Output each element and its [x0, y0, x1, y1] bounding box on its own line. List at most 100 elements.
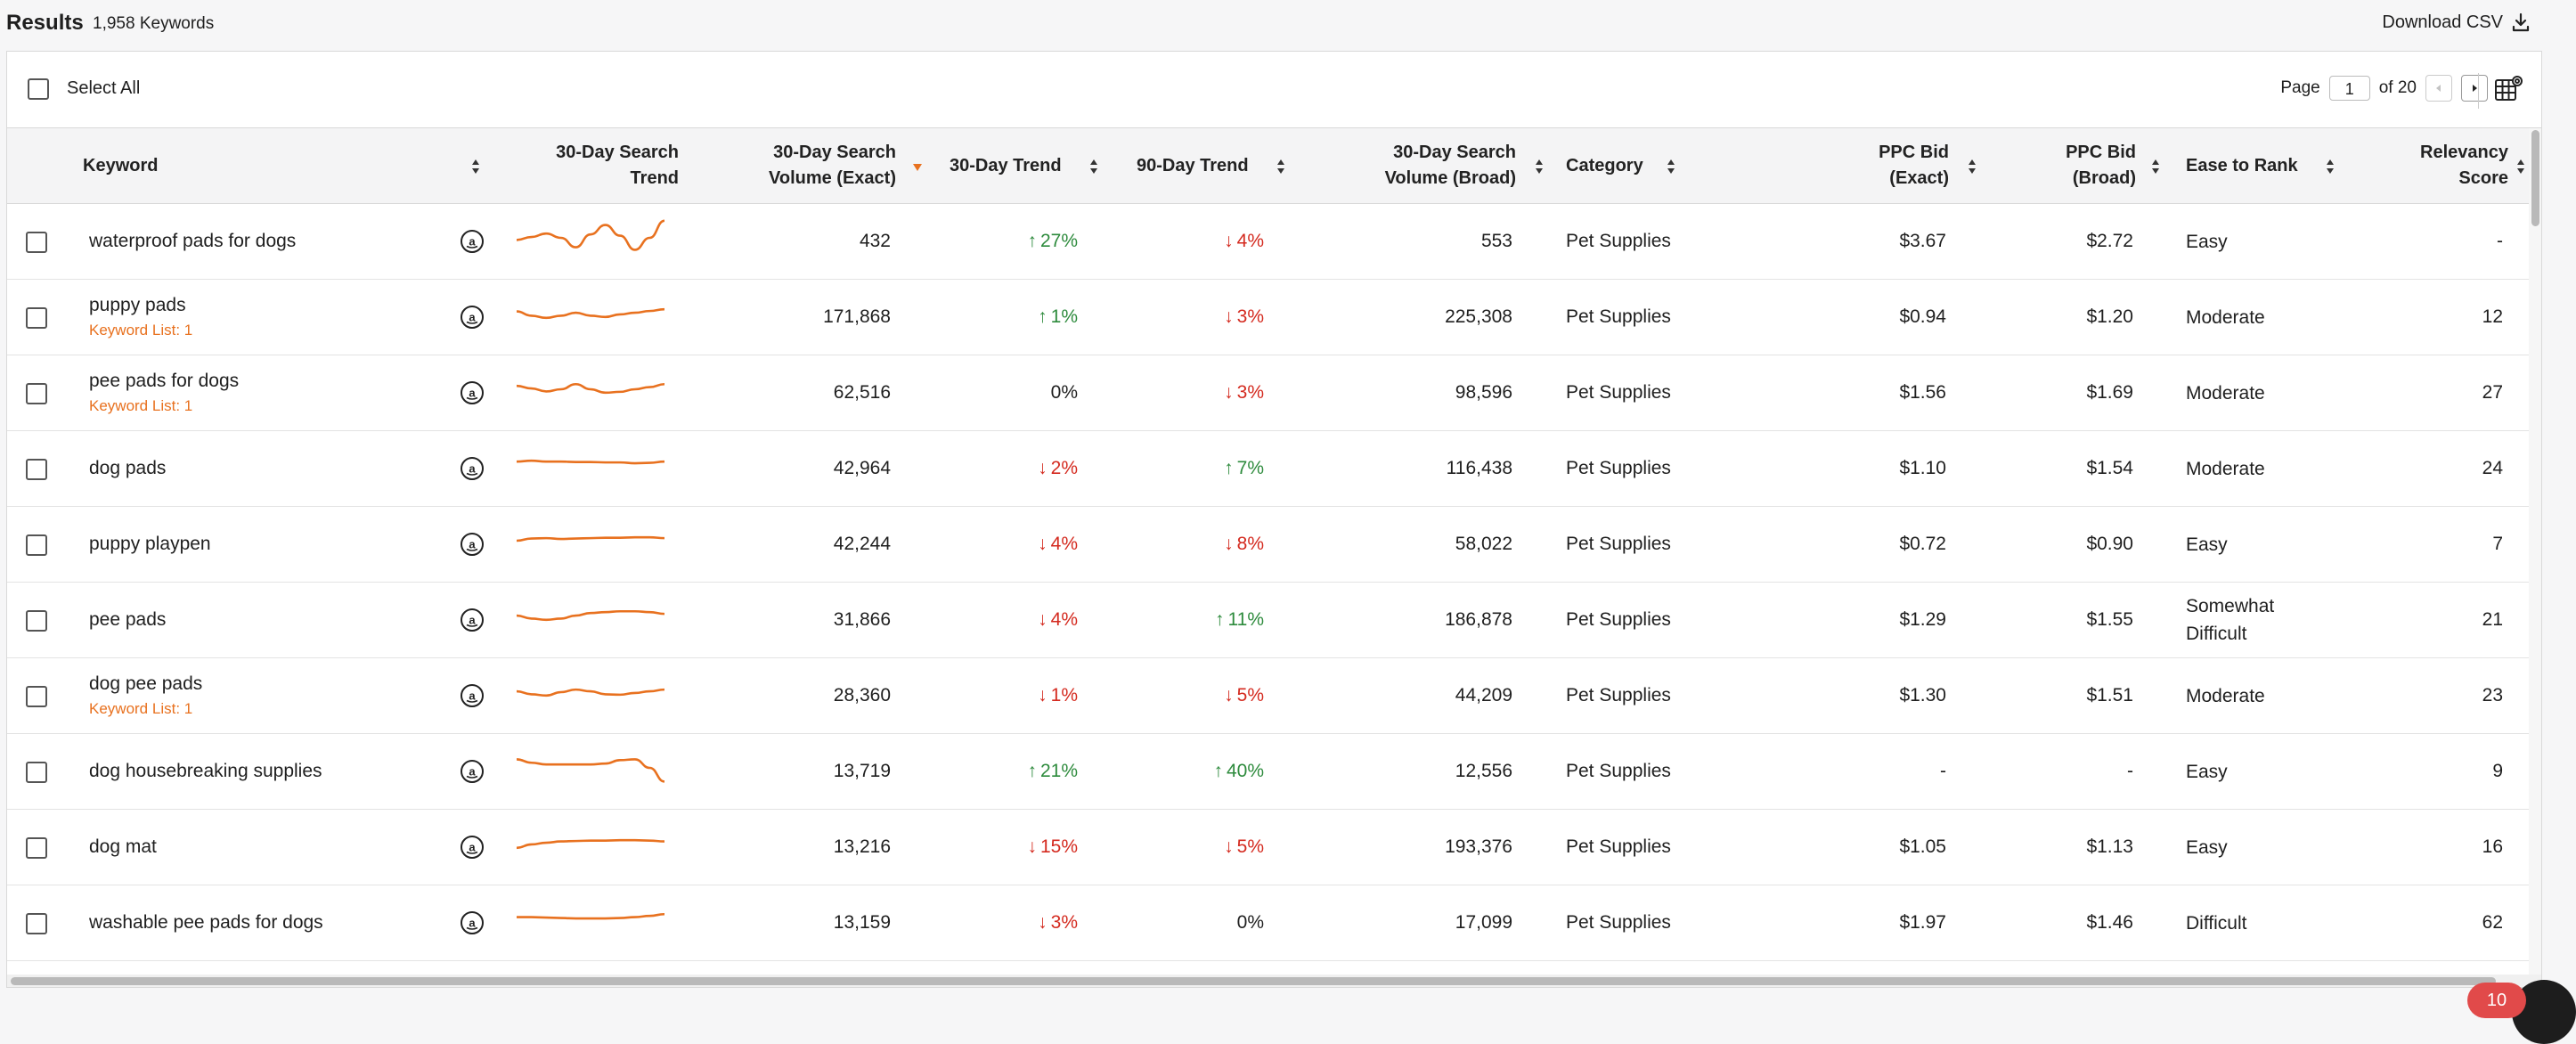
sort-trend90-icon[interactable]: [1276, 158, 1286, 175]
table-row[interactable]: dog mat a 13,216 ↓ 15% ↓ 5% 193,376 Pet Supplies…: [7, 810, 2541, 885]
amazon-search-icon[interactable]: a: [460, 683, 485, 708]
download-csv-button[interactable]: Download CSV: [2382, 12, 2531, 33]
sort-ppc-exact-icon[interactable]: [1967, 158, 1977, 175]
keyword-text[interactable]: dog housebreaking supplies: [89, 761, 322, 781]
volume-exact-cell: 13,216: [833, 836, 891, 857]
page-number-input[interactable]: 1: [2328, 76, 2370, 101]
row-checkbox[interactable]: [26, 459, 47, 480]
ppc-exact-cell: $0.94: [1899, 306, 1946, 327]
keyword-text[interactable]: puppy playpen: [89, 534, 211, 554]
select-all-checkbox[interactable]: [28, 78, 49, 100]
table-row[interactable]: washable pee pads for dogs a 13,159 ↓ 3% 0% 17…: [7, 885, 2541, 961]
sort-category-icon[interactable]: [1666, 158, 1676, 175]
ppc-exact-cell: $1.97: [1899, 912, 1946, 933]
ppc-exact-cell: -: [1940, 761, 1946, 781]
trend90-cell-value: 8%: [1236, 534, 1264, 554]
col-trend30[interactable]: 30-Day Trend: [950, 128, 1092, 203]
ppc-broad-cell: $2.72: [2086, 231, 2133, 251]
row-checkbox[interactable]: [26, 686, 47, 707]
next-page-button[interactable]: [2461, 75, 2488, 102]
sort-volume-broad-icon[interactable]: [1534, 158, 1545, 175]
trend90-cell-value: 40%: [1226, 761, 1264, 781]
sort-ppc-broad-icon[interactable]: [2150, 158, 2161, 175]
col-relevancy[interactable]: Relevancy Score: [2394, 128, 2508, 203]
select-all-label: Select All: [67, 78, 141, 98]
trend30-cell: ↓ 4%: [950, 583, 1078, 657]
col-ppc-exact[interactable]: PPC Bid (Exact): [1860, 128, 1949, 203]
row-checkbox[interactable]: [26, 610, 47, 632]
keyword-text[interactable]: washable pee pads for dogs: [89, 912, 323, 933]
keyword-list-tag[interactable]: Keyword List: 1: [89, 397, 193, 414]
horizontal-scrollbar[interactable]: [7, 975, 2541, 987]
relevancy-cell: 9: [2492, 761, 2503, 781]
col-category[interactable]: Category: [1566, 128, 1664, 203]
table-row[interactable]: pee pads for dogs Keyword List: 1 a 62,516 0…: [7, 355, 2541, 431]
prev-page-button[interactable]: [2425, 75, 2452, 102]
keyword-text[interactable]: waterproof pads for dogs: [89, 231, 297, 251]
keyword-cell: washable pee pads for dogs: [89, 885, 323, 960]
table-row[interactable]: puppy playpen a 42,244 ↓ 4% ↓ 8% 58,022 Pet Supp…: [7, 507, 2541, 583]
trend90-cell: ↑ 7%: [1137, 431, 1264, 506]
row-checkbox[interactable]: [26, 232, 47, 253]
amazon-search-icon[interactable]: a: [460, 608, 485, 632]
trend30-cell-value: 1%: [1050, 685, 1078, 706]
keyword-text[interactable]: pee pads: [89, 609, 167, 630]
relevancy-cell: 16: [2482, 836, 2503, 857]
col-ease[interactable]: Ease to Rank: [2186, 128, 2319, 203]
amazon-search-icon[interactable]: a: [460, 305, 485, 330]
ppc-exact-cell: $1.56: [1899, 382, 1946, 403]
table-row[interactable]: dog housebreaking supplies a 13,719 ↑ 21% ↑ 40…: [7, 734, 2541, 810]
vertical-scroll-thumb[interactable]: [2531, 130, 2539, 226]
table-row[interactable]: pee pads a 31,866 ↓ 4% ↑ 11% 186,878 Pet Supplie…: [7, 583, 2541, 658]
volume-broad-cell: 44,209: [1455, 685, 1512, 706]
ppc-exact-cell: $0.72: [1899, 534, 1946, 554]
table-row[interactable]: dog pads a 42,964 ↓ 2% ↑ 7% 116,438 Pet Supplies…: [7, 431, 2541, 507]
amazon-search-icon[interactable]: a: [460, 532, 485, 557]
col-search-trend[interactable]: 30-Day Search Trend: [515, 128, 679, 203]
sort-keyword-icon[interactable]: [470, 158, 481, 175]
volume-exact-cell: 42,244: [833, 534, 891, 554]
keyword-text[interactable]: dog mat: [89, 836, 157, 857]
sort-trend30-icon[interactable]: [1088, 158, 1099, 175]
row-checkbox[interactable]: [26, 837, 47, 859]
column-settings-button[interactable]: [2493, 73, 2529, 109]
col-trend90[interactable]: 90-Day Trend: [1137, 128, 1279, 203]
row-checkbox[interactable]: [26, 534, 47, 556]
col-volume-exact-line1: 30-Day Search: [773, 143, 896, 162]
vertical-scrollbar[interactable]: [2529, 128, 2541, 975]
sort-relevancy-icon[interactable]: [2515, 158, 2526, 175]
amazon-search-icon[interactable]: a: [460, 229, 485, 254]
amazon-search-icon[interactable]: a: [460, 835, 485, 860]
trend30-cell-value: 3%: [1050, 912, 1078, 933]
ease-to-rank-cell: Moderate: [2186, 458, 2265, 479]
col-volume-exact[interactable]: 30-Day Search Volume (Exact): [720, 128, 896, 203]
row-checkbox[interactable]: [26, 383, 47, 404]
keyword-text[interactable]: pee pads for dogs: [89, 371, 240, 391]
amazon-search-icon[interactable]: a: [460, 910, 485, 935]
keyword-text[interactable]: puppy pads: [89, 295, 186, 315]
col-ppc-broad[interactable]: PPC Bid (Broad): [2047, 128, 2136, 203]
relevancy-cell: 21: [2482, 609, 2503, 630]
row-checkbox[interactable]: [26, 307, 47, 329]
amazon-search-icon[interactable]: a: [460, 759, 485, 784]
sort-desc-icon[interactable]: [912, 162, 923, 180]
sort-ease-icon[interactable]: [2325, 158, 2336, 175]
col-keyword[interactable]: Keyword: [83, 128, 350, 203]
amazon-search-icon[interactable]: a: [460, 380, 485, 405]
table-row[interactable]: puppy pads Keyword List: 1 a 171,868 ↑ 1% ↓ 3% 2…: [7, 280, 2541, 355]
row-checkbox[interactable]: [26, 913, 47, 934]
table-row[interactable]: waterproof pads for dogs a 432 ↑ 27% ↓ 4% 553 Pe…: [7, 204, 2541, 280]
keyword-text[interactable]: dog pee pads: [89, 673, 203, 694]
row-checkbox[interactable]: [26, 762, 47, 783]
notification-badge[interactable]: 10: [2467, 983, 2526, 1018]
amazon-search-icon[interactable]: a: [460, 456, 485, 481]
keyword-list-tag[interactable]: Keyword List: 1: [89, 700, 193, 717]
horizontal-scroll-thumb[interactable]: [11, 977, 2496, 985]
volume-broad-cell: 225,308: [1445, 306, 1512, 327]
table-row[interactable]: dog pee pads Keyword List: 1 a 28,360 ↓ 1% ↓ 5%…: [7, 658, 2541, 734]
trend90-cell: ↑ 11%: [1137, 583, 1264, 657]
col-volume-broad[interactable]: 30-Day Search Volume (Broad): [1325, 128, 1516, 203]
keyword-text[interactable]: dog pads: [89, 458, 167, 478]
keyword-list-tag[interactable]: Keyword List: 1: [89, 322, 193, 338]
trend90-cell-value: 3%: [1236, 306, 1264, 327]
